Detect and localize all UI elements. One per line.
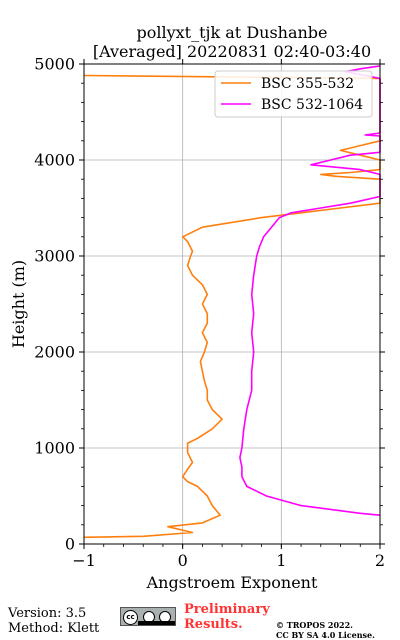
y-tick-label-4: 4000 xyxy=(34,151,75,170)
y-tick-label-1: 1000 xyxy=(34,439,75,458)
copyright-notice: © TROPOS 2022. CC BY SA 4.0 License. xyxy=(276,620,375,640)
preliminary-line-2: Results. xyxy=(184,617,243,632)
y-tick-label-5: 5000 xyxy=(34,55,75,74)
legend: BSC 355-532 BSC 532-1064 xyxy=(214,70,373,118)
x-axis-label: Angstroem Exponent xyxy=(146,573,318,592)
x-tick-label-2: 1 xyxy=(276,551,286,570)
x-tick-label-0: −1 xyxy=(72,551,96,570)
y-axis-label: Height (m) xyxy=(9,260,28,348)
cc-icon: cc xyxy=(123,610,138,625)
grid xyxy=(84,64,380,544)
preliminary-notice: Preliminary Results. xyxy=(184,602,270,632)
legend-label-0: BSC 355-532 xyxy=(261,76,354,92)
license-strip xyxy=(138,621,175,625)
ticks xyxy=(79,59,385,549)
chart-subtitle: [Averaged] 20220831 02:40-03:40 xyxy=(93,42,371,61)
plot-frame xyxy=(83,63,381,545)
x-tick-label-3: 2 xyxy=(375,551,385,570)
copyright-line-2: CC BY SA 4.0 License. xyxy=(276,630,375,640)
footer-info: Version: 3.5 Method: Klett xyxy=(8,606,99,636)
version-text: Version: 3.5 xyxy=(8,606,87,621)
cc-license-logo: cc xyxy=(120,607,176,626)
copyright-line-1: © TROPOS 2022. xyxy=(276,620,353,630)
y-tick-label-3: 3000 xyxy=(34,247,75,266)
method-text: Method: Klett xyxy=(8,621,100,636)
y-tick-label-2: 2000 xyxy=(34,343,75,362)
series-line-0 xyxy=(83,74,381,539)
chart: pollyxt_tjk at Dushanbe [Averaged] 20220… xyxy=(9,23,385,592)
legend-label-1: BSC 532-1064 xyxy=(261,97,363,113)
legend-box xyxy=(214,70,373,118)
chart-title: pollyxt_tjk at Dushanbe xyxy=(136,23,327,42)
plot-lines xyxy=(83,65,381,539)
preliminary-line-1: Preliminary xyxy=(184,602,270,617)
y-tick-label-0: 0 xyxy=(65,535,75,554)
x-tick-label-1: 0 xyxy=(178,551,188,570)
